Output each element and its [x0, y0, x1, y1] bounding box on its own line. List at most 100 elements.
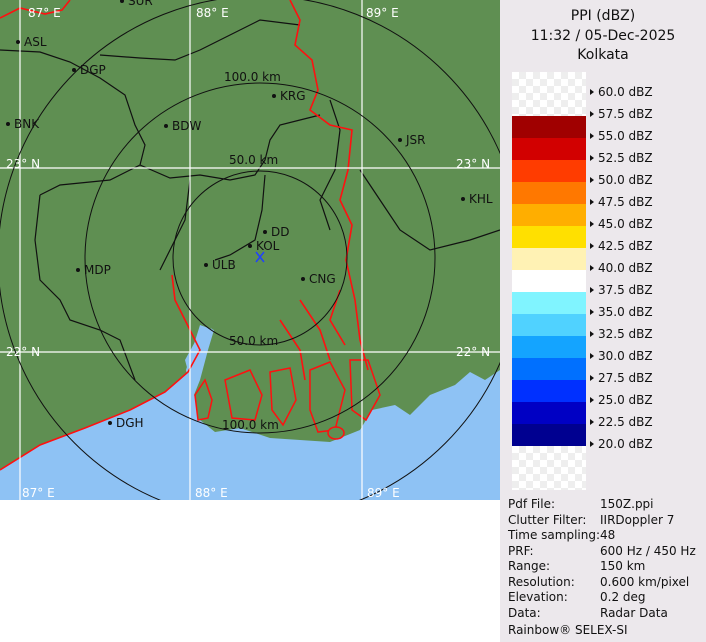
scale-swatch	[512, 160, 586, 182]
pointer-icon	[590, 243, 594, 249]
pointer-icon	[590, 375, 594, 381]
product-datetime: 11:32 / 05-Dec-2025	[530, 28, 676, 44]
product-title: PPI (dBZ)	[570, 8, 636, 24]
sea-area	[0, 328, 500, 500]
scale-label: 37.5 dBZ	[586, 283, 653, 297]
scale-label: 30.0 dBZ	[586, 349, 653, 363]
city-label: BNK	[14, 117, 40, 131]
color-scale	[512, 72, 586, 490]
scale-label: 20.0 dBZ	[586, 437, 653, 451]
metadata-key: Data:	[508, 605, 541, 620]
metadata-row: PRF: 600 Hz / 450 Hz	[508, 544, 696, 560]
city-label: DGH	[116, 416, 144, 430]
metadata-value: 150Z.ppi	[600, 497, 654, 511]
city-dot	[76, 268, 80, 272]
lat-label-right: 23° N	[456, 157, 490, 171]
metadata-row: Resolution: 0.600 km/pixel	[508, 575, 696, 591]
scale-label-text: 60.0 dBZ	[598, 85, 653, 99]
city-dot	[461, 197, 465, 201]
scale-swatch	[512, 138, 586, 160]
scale-label: 45.0 dBZ	[586, 217, 653, 231]
scale-label-text: 32.5 dBZ	[598, 327, 653, 341]
pointer-icon	[590, 133, 594, 139]
metadata-value: IIRDoppler 7	[600, 512, 675, 527]
city-label: ASL	[24, 35, 47, 49]
scale-label: 27.5 dBZ	[586, 371, 653, 385]
metadata-row: Time sampling: 48	[508, 528, 696, 544]
range-rings	[0, 0, 500, 500]
scale-swatch	[512, 358, 586, 380]
scale-overflow-high	[512, 72, 586, 116]
metadata-value: 0.600 km/pixel	[600, 574, 690, 589]
range-labels: 100.0 km 50.0 km 50.0 km 100.0 km	[222, 70, 281, 432]
grid-labels: 87° E 88° E 89° E 87° E 88° E 89° E 23° …	[6, 6, 490, 500]
city-dot	[398, 138, 402, 142]
city-label: SUR	[128, 0, 153, 8]
metadata-value: 48	[600, 528, 616, 542]
city-label: KOL	[256, 239, 280, 253]
scale-label-text: 42.5 dBZ	[598, 239, 653, 253]
city-dot	[120, 0, 124, 3]
pointer-icon	[590, 397, 594, 403]
city-dot	[248, 244, 252, 248]
radar-map[interactable]: 87° E 88° E 89° E 87° E 88° E 89° E 23° …	[0, 0, 500, 500]
scale-swatch	[512, 314, 586, 336]
scale-label-text: 37.5 dBZ	[598, 283, 653, 297]
city-dot	[108, 421, 112, 425]
city-dot	[272, 94, 276, 98]
city-dot	[16, 40, 20, 44]
city-label: JSR	[405, 133, 426, 147]
metadata-key: Range:	[508, 559, 551, 573]
scale-label-text: 30.0 dBZ	[598, 349, 653, 363]
scale-swatch	[512, 292, 586, 314]
scale-swatch	[512, 336, 586, 358]
pointer-icon	[590, 221, 594, 227]
city-label: MDP	[84, 263, 111, 277]
city-dot	[301, 277, 305, 281]
vendor-credit: Rainbow® SELEX-SI	[508, 623, 628, 637]
range-label: 100.0 km	[224, 70, 281, 84]
city-label: BDW	[172, 119, 201, 133]
scale-swatch	[512, 270, 586, 292]
metadata-value: Radar Data	[600, 605, 668, 620]
scale-label-text: 57.5 dBZ	[598, 107, 653, 121]
metadata-row: Data: Radar Data	[508, 606, 696, 622]
radar-site-icon	[255, 251, 265, 263]
scale-overflow-low	[512, 446, 586, 490]
scale-swatch	[512, 424, 586, 446]
metadata-key: Pdf File:	[508, 497, 556, 511]
scale-label-text: 20.0 dBZ	[598, 437, 653, 451]
metadata-key: Clutter Filter:	[508, 512, 587, 527]
city-label: DD	[271, 225, 289, 239]
lon-label-bottom: 88° E	[195, 486, 228, 500]
scale-label-text: 22.5 dBZ	[598, 415, 653, 429]
lat-label-left: 22° N	[6, 345, 40, 359]
scale-label: 55.0 dBZ	[586, 129, 653, 143]
metadata-key: Elevation:	[508, 590, 568, 604]
scale-label-text: 55.0 dBZ	[598, 129, 653, 143]
pointer-icon	[590, 353, 594, 359]
scale-label: 42.5 dBZ	[586, 239, 653, 253]
metadata-key: Resolution:	[508, 574, 575, 589]
scale-swatch	[512, 402, 586, 424]
radar-metadata: Pdf File: 150Z.ppi Clutter Filter: IIRDoppl…	[508, 497, 696, 639]
metadata-row: Clutter Filter: IIRDoppler 7	[508, 513, 696, 529]
pointer-icon	[590, 287, 594, 293]
lon-label-top: 88° E	[196, 6, 229, 20]
city-label: ULB	[212, 258, 236, 272]
city-label: DGP	[80, 63, 106, 77]
pointer-icon	[590, 155, 594, 161]
scale-label: 40.0 dBZ	[586, 261, 653, 275]
metadata-value: 600 Hz / 450 Hz	[600, 543, 696, 558]
scale-label-text: 50.0 dBZ	[598, 173, 653, 187]
city-dot	[164, 124, 168, 128]
pointer-icon	[590, 199, 594, 205]
range-label: 50.0 km	[229, 153, 278, 167]
scale-swatch	[512, 248, 586, 270]
pointer-icon	[590, 89, 594, 95]
city-dot	[72, 68, 76, 72]
scale-label: 47.5 dBZ	[586, 195, 653, 209]
scale-label: 35.0 dBZ	[586, 305, 653, 319]
metadata-value: 0.2 deg	[600, 590, 646, 604]
